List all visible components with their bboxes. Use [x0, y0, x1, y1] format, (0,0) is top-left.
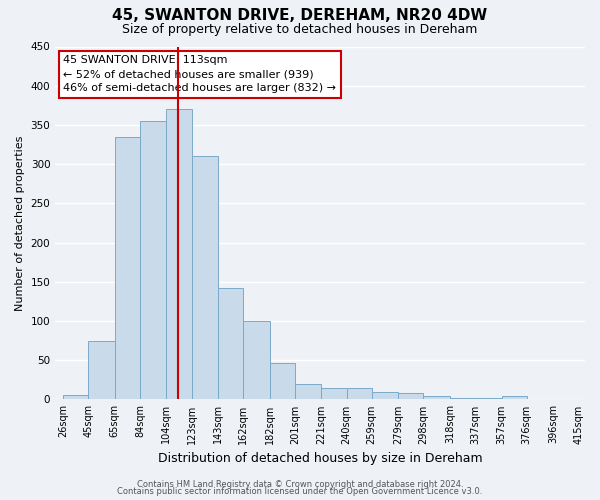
Bar: [502, 396, 527, 400]
Bar: [88, 340, 115, 400]
Bar: [243, 321, 270, 400]
Bar: [398, 393, 424, 400]
Bar: [191, 156, 218, 400]
Bar: [218, 288, 243, 400]
Text: 45, SWANTON DRIVE, DEREHAM, NR20 4DW: 45, SWANTON DRIVE, DEREHAM, NR20 4DW: [112, 8, 488, 22]
Bar: [527, 398, 553, 400]
X-axis label: Distribution of detached houses by size in Dereham: Distribution of detached houses by size …: [158, 452, 482, 465]
Bar: [450, 398, 475, 400]
Bar: [140, 121, 166, 400]
Text: 45 SWANTON DRIVE: 113sqm
← 52% of detached houses are smaller (939)
46% of semi-: 45 SWANTON DRIVE: 113sqm ← 52% of detach…: [63, 56, 336, 94]
Bar: [115, 136, 140, 400]
Text: Contains HM Land Registry data © Crown copyright and database right 2024.: Contains HM Land Registry data © Crown c…: [137, 480, 463, 489]
Text: Size of property relative to detached houses in Dereham: Size of property relative to detached ho…: [122, 22, 478, 36]
Bar: [63, 394, 88, 400]
Bar: [475, 398, 502, 400]
Y-axis label: Number of detached properties: Number of detached properties: [15, 136, 25, 310]
Bar: [553, 398, 578, 400]
Bar: [295, 384, 322, 400]
Bar: [424, 396, 450, 400]
Bar: [322, 388, 347, 400]
Bar: [347, 388, 372, 400]
Text: Contains public sector information licensed under the Open Government Licence v3: Contains public sector information licen…: [118, 487, 482, 496]
Bar: [166, 109, 191, 400]
Bar: [270, 364, 295, 400]
Bar: [372, 392, 398, 400]
